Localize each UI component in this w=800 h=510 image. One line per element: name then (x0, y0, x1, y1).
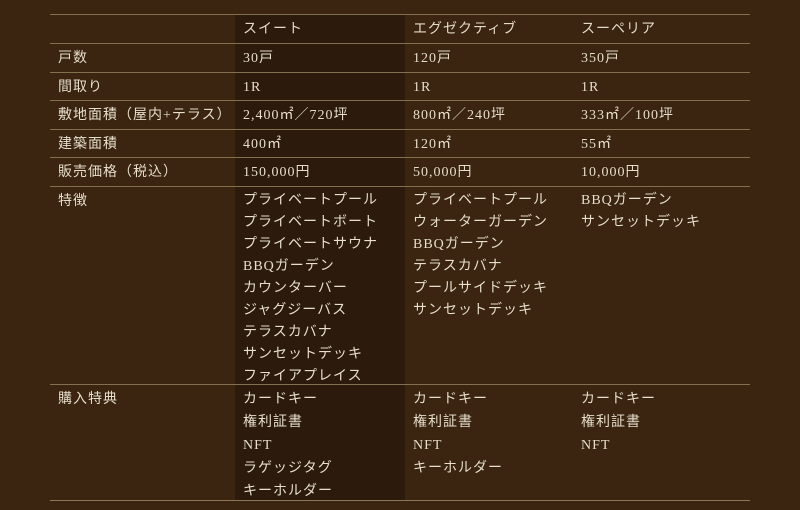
table-row-building-area: 建築面積 400㎡ 120㎡ 55㎡ (50, 130, 750, 158)
list-item: NFT (581, 438, 611, 453)
list-item: ジャグジーバス (243, 303, 348, 318)
cell-features-superior: BBQガーデンサンセットデッキ (573, 187, 750, 388)
list-item: 権利証書 (413, 415, 473, 430)
cell-layout-executive: 1R (413, 80, 432, 95)
cell-layout-superior: 1R (581, 80, 600, 95)
list-item: NFT (413, 438, 443, 453)
cell-units-superior: 350戸 (581, 51, 620, 66)
list-item: キーホルダー (413, 461, 503, 476)
list-item: サンセットデッキ (413, 303, 533, 318)
cell-price-superior: 10,000円 (581, 165, 641, 180)
list-item: BBQガーデン (581, 193, 673, 208)
table-row-site-area: 敷地面積（屋内+テラス） 2,400㎡／720坪 800㎡／240坪 333㎡／100… (50, 101, 750, 130)
cell-building-area-executive: 120㎡ (413, 137, 452, 152)
table-row-price: 販売価格（税込） 150,000円 50,000円 10,000円 (50, 158, 750, 187)
list-item: ラゲッジタグ (243, 461, 333, 476)
row-label-features: 特徴 (58, 194, 88, 209)
list-item: カードキー (413, 392, 488, 407)
list-item: BBQガーデン (243, 259, 335, 274)
cell-purchase-benefits-superior: カードキー権利証書 NFT (573, 385, 750, 503)
row-label-price: 販売価格（税込） (58, 165, 178, 180)
table-row-units: 戸数 30戸 120戸 350戸 (50, 44, 750, 73)
plan-comparison-table: スイート エグゼクティブ スーペリア戸数 30戸 120戸 350戸間取り 1R 1R 1R 敷地… (50, 14, 750, 501)
list-item: プライベートボート (243, 215, 378, 230)
list-item: BBQガーデン (413, 237, 505, 252)
list-item: カードキー (243, 392, 318, 407)
cell-building-area-superior: 55㎡ (581, 137, 612, 152)
plan-header-suite: スイート (243, 22, 303, 37)
cell-price-suite: 150,000円 (243, 165, 311, 180)
list-item: カードキー (581, 392, 656, 407)
cell-features-executive: プライベートプール ウォーターガーデン BBQガーデン テラスカバナプールサイドデッキ… (405, 187, 573, 388)
plan-header-executive: エグゼクティブ (413, 22, 518, 37)
cell-site-area-suite: 2,400㎡／720坪 (243, 108, 349, 123)
list-item: プールサイドデッキ (413, 281, 548, 296)
row-label-building-area: 建築面積 (58, 137, 118, 152)
list-item: テラスカバナ (413, 259, 503, 274)
list-item: 権利証書 (243, 415, 303, 430)
list-item: テラスカバナ (243, 325, 333, 340)
row-label-layout: 間取り (58, 80, 103, 95)
table-header-row: スイート エグゼクティブ スーペリア (50, 15, 750, 44)
list-item: キーホルダー (243, 484, 333, 499)
table-row-features: 特徴 プライベートプール プライベートボート プライベートサウナ BBQガーデン カウンタ… (50, 187, 750, 385)
cell-units-suite: 30戸 (243, 51, 274, 66)
cell-features-suite: プライベートプール プライベートボート プライベートサウナ BBQガーデン カウンターバ… (235, 187, 405, 388)
cell-layout-suite: 1R (243, 80, 262, 95)
list-item: サンセットデッキ (581, 215, 701, 230)
list-item: カウンターバー (243, 281, 348, 296)
table-rows: スイート エグゼクティブ スーペリア戸数 30戸 120戸 350戸間取り 1R 1R 1R 敷地… (50, 15, 750, 500)
plan-header-superior: スーペリア (581, 22, 656, 37)
row-label-site-area: 敷地面積（屋内+テラス） (58, 108, 232, 123)
list-item: プライベートプール (413, 193, 548, 208)
cell-site-area-superior: 333㎡／100坪 (581, 108, 674, 123)
cell-purchase-benefits-executive: カードキー権利証書 NFT キーホルダー (405, 385, 573, 503)
row-label-purchase-benefits: 購入特典 (58, 392, 118, 407)
table-row-layout: 間取り 1R 1R 1R (50, 73, 750, 101)
cell-purchase-benefits-suite: カードキー権利証書 NFT ラゲッジタグ キーホルダー (235, 385, 405, 503)
cell-site-area-executive: 800㎡／240坪 (413, 108, 506, 123)
row-label-units: 戸数 (58, 51, 88, 66)
list-item: サンセットデッキ (243, 347, 363, 362)
cell-building-area-suite: 400㎡ (243, 137, 282, 152)
header-empty-cell (50, 15, 235, 43)
list-item: プライベートサウナ (243, 237, 378, 252)
cell-price-executive: 50,000円 (413, 165, 473, 180)
list-item: プライベートプール (243, 193, 378, 208)
cell-units-executive: 120戸 (413, 51, 452, 66)
list-item: 権利証書 (581, 415, 641, 430)
list-item: ウォーターガーデン (413, 215, 548, 230)
list-item: ファイアプレイス (243, 369, 363, 384)
list-item: NFT (243, 438, 273, 453)
table-row-purchase-benefits: 購入特典 カードキー 権利証書 NFT ラゲッジタグ キーホルダー カードキー 権利証書 NFT… (50, 385, 750, 500)
